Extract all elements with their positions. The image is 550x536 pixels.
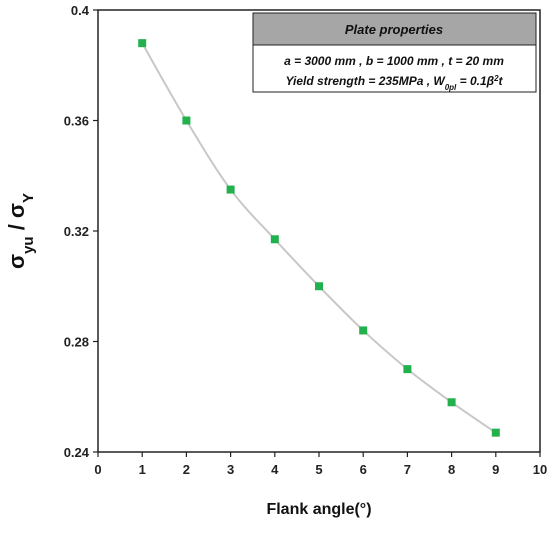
data-point xyxy=(491,428,500,437)
data-point xyxy=(359,326,368,335)
y-title-sigma-1: σ xyxy=(4,254,29,269)
legend-line-2-sub: 0pl xyxy=(445,83,457,92)
y-axis-ticks: 0.24 0.28 0.32 0.36 0.4 xyxy=(64,3,98,460)
data-point xyxy=(226,185,235,194)
y-tick-label: 0.36 xyxy=(64,114,89,129)
y-tick-label: 0.24 xyxy=(64,445,90,460)
x-tick-label: 7 xyxy=(404,462,411,477)
data-point xyxy=(182,116,191,125)
legend-line-1: a = 3000 mm , b = 1000 mm , t = 20 mm xyxy=(284,54,504,68)
x-tick-label: 0 xyxy=(94,462,101,477)
y-tick-label: 0.32 xyxy=(64,224,89,239)
legend-title: Plate properties xyxy=(345,22,443,37)
series-markers xyxy=(138,39,500,437)
x-tick-label: 9 xyxy=(492,462,499,477)
legend-line-2-prefix: Yield strength = 235MPa , W xyxy=(285,74,446,88)
data-point xyxy=(270,235,279,244)
x-axis-ticks: 0 1 2 3 4 5 6 7 8 9 10 xyxy=(94,452,547,477)
x-tick-label: 3 xyxy=(227,462,234,477)
legend-line-2-end: t xyxy=(499,74,504,88)
y-tick-label: 0.28 xyxy=(64,335,89,350)
legend-box: Plate properties a = 3000 mm , b = 1000 … xyxy=(252,12,537,93)
x-tick-label: 6 xyxy=(360,462,367,477)
series-line xyxy=(141,42,497,434)
legend-line-2: Yield strength = 235MPa , W0pl = 0.1β2t xyxy=(285,74,503,92)
y-axis-title: σyu / σY xyxy=(4,193,37,269)
x-tick-label: 8 xyxy=(448,462,455,477)
x-tick-label: 10 xyxy=(533,462,547,477)
y-title-sub-2: Y xyxy=(20,193,37,203)
x-tick-label: 1 xyxy=(139,462,146,477)
data-point xyxy=(447,398,456,407)
data-point xyxy=(403,365,412,374)
x-axis-title: Flank angle(°) xyxy=(266,501,371,518)
x-tick-label: 4 xyxy=(271,462,279,477)
x-tick-label: 5 xyxy=(315,462,322,477)
y-tick-label: 0.4 xyxy=(71,3,90,18)
y-title-sub-1: yu xyxy=(20,236,37,254)
data-point xyxy=(315,282,323,291)
legend-line-2-sup: 2 xyxy=(493,74,499,83)
y-title-mid: / σ xyxy=(4,203,29,236)
legend-body xyxy=(252,44,537,93)
legend-line-2-suffix: = 0.1β xyxy=(456,74,494,88)
data-point xyxy=(138,39,147,48)
x-tick-label: 2 xyxy=(183,462,190,477)
